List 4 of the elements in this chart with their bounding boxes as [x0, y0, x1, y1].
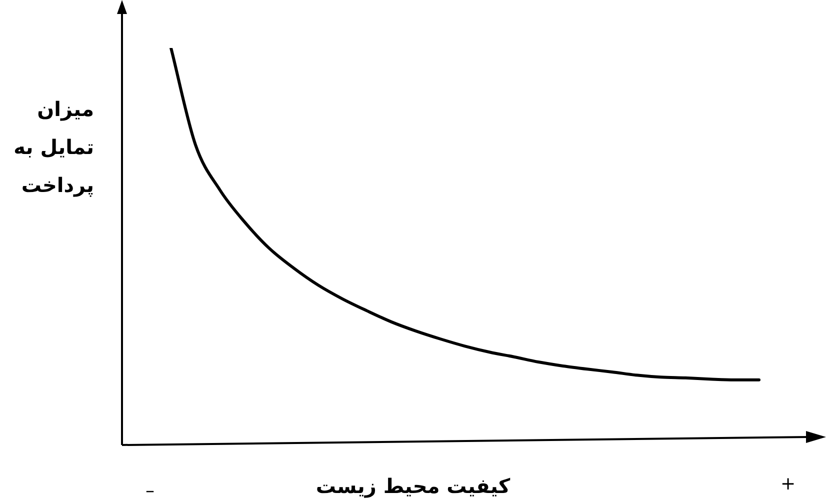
x-axis-title: کیفیت محیط زیست — [316, 474, 510, 498]
text: + — [780, 474, 796, 495]
text: – — [146, 480, 154, 502]
y-axis-title: میزان تمایل به پرداخت — [12, 96, 94, 199]
